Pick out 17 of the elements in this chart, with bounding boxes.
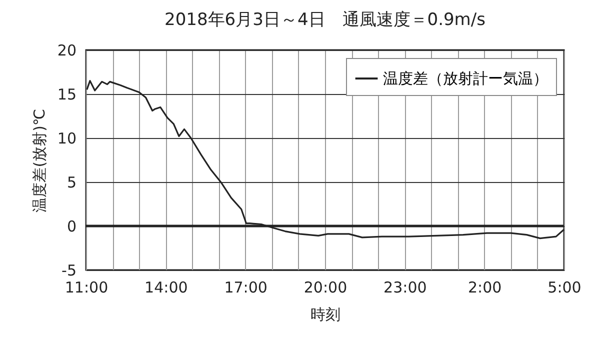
x-tick-label: 2:00 (468, 278, 502, 296)
x-tick-label: 17:00 (224, 278, 268, 296)
y-tick-label: 0 (66, 218, 76, 236)
y-tick-label: 20 (57, 42, 76, 60)
y-tick-label: -5 (62, 262, 76, 280)
legend-label: 温度差（放射計ー気温） (383, 70, 548, 88)
y-tick-label: 5 (66, 174, 76, 192)
y-tick-label: 10 (57, 130, 76, 148)
y-axis-title: 温度差(放射)℃ (30, 108, 48, 212)
x-tick-label: 20:00 (304, 278, 348, 296)
y-tick-label: 15 (57, 86, 76, 104)
x-axis-title: 時刻 (310, 306, 340, 324)
x-tick-label: 5:00 (548, 278, 582, 296)
chart-title: 2018年6月3日～4日 通風速度＝0.9m/s (164, 10, 486, 30)
x-tick-label: 23:00 (384, 278, 427, 296)
x-tick-label: 14:00 (144, 278, 188, 296)
x-tick-label: 11:00 (64, 278, 108, 296)
